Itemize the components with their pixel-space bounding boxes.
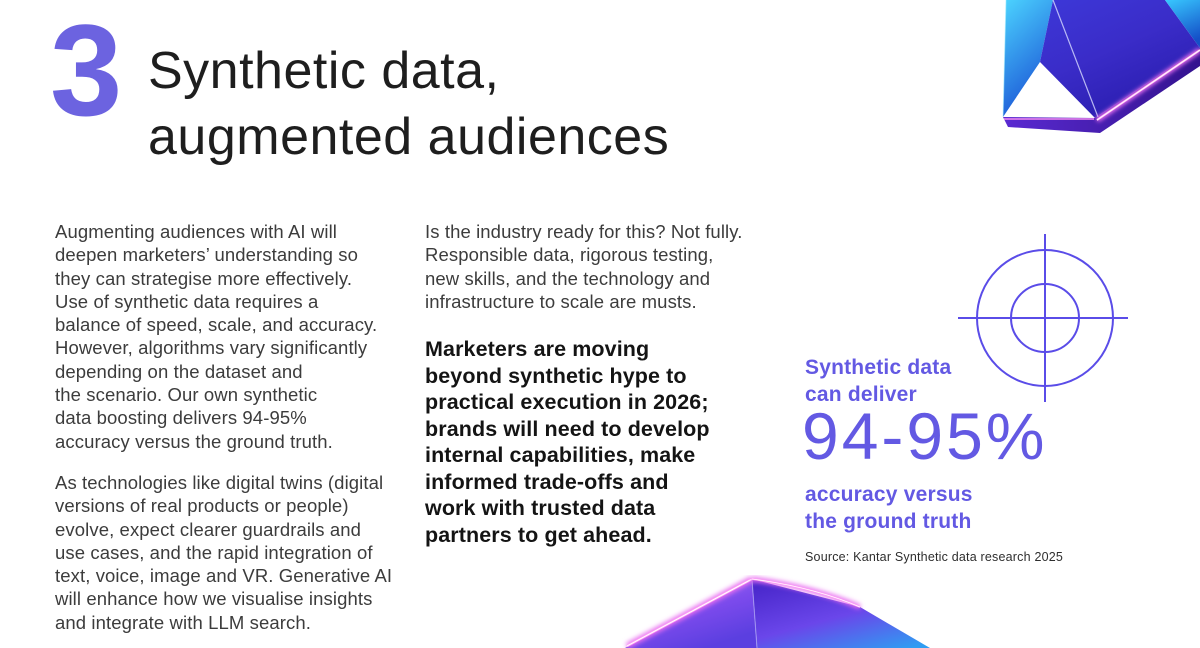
gem-3d-top-right-icon bbox=[1002, 0, 1200, 133]
body-paragraph-3: Is the industry ready for this? Not full… bbox=[425, 221, 743, 312]
page-title: Synthetic data, augmented audiences bbox=[148, 38, 669, 170]
left-text-column: Augmenting audiences with AI will deepen… bbox=[55, 220, 415, 634]
target-crosshair-icon bbox=[958, 234, 1128, 402]
stat-value: 94-95% bbox=[802, 399, 1048, 473]
middle-text-column: Is the industry ready for this? Not full… bbox=[425, 220, 785, 313]
key-statement: Marketers are moving beyond synthetic hy… bbox=[425, 337, 710, 547]
stat-callout-lead-line1: Synthetic data bbox=[805, 356, 952, 379]
stat-callout-lead: Synthetic data can deliver bbox=[805, 354, 1145, 408]
source-note: Source: Kantar Synthetic data research 2… bbox=[805, 550, 1064, 564]
stat-callout-tail: accuracy versus the ground truth bbox=[805, 481, 1145, 535]
body-paragraph-1: Augmenting audiences with AI will deepen… bbox=[55, 221, 378, 452]
body-paragraph-2: As technologies like digital twins (digi… bbox=[55, 471, 393, 633]
page-title-line1: Synthetic data, bbox=[148, 42, 500, 100]
trend-number: 3 bbox=[50, 0, 122, 143]
stat-callout-tail-line2: the ground truth bbox=[805, 510, 972, 533]
gem-3d-bottom-icon bbox=[625, 576, 930, 648]
stat-callout: Synthetic data can deliver 94-95% accura… bbox=[802, 354, 1145, 565]
page-title-line2: augmented audiences bbox=[148, 108, 670, 166]
stat-callout-lead-line2: can deliver bbox=[805, 383, 917, 406]
stat-callout-tail-line1: accuracy versus bbox=[805, 483, 973, 506]
